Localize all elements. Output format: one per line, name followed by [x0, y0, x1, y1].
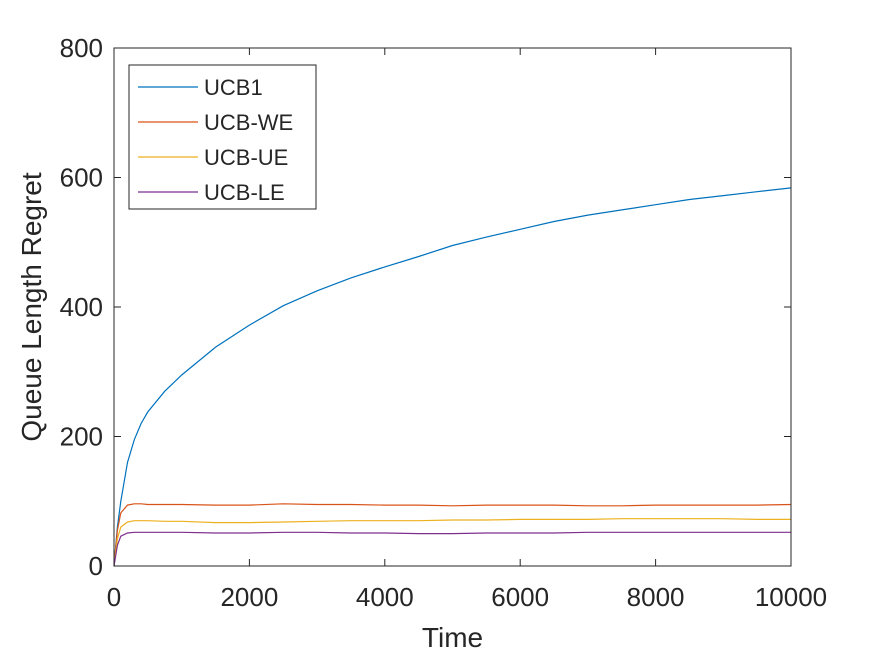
- series-layer: [113, 187, 792, 567]
- y-axis-ticks: 0 200 400 600 800: [60, 33, 791, 581]
- series-line-2: [113, 518, 791, 567]
- y-tick-label: 800: [60, 33, 103, 63]
- y-axis-label: Queue Length Regret: [16, 172, 47, 442]
- x-axis-ticks: 0 2000 4000 6000 8000 10000: [107, 48, 827, 612]
- legend-label: UCB-LE: [204, 180, 285, 205]
- legend-label: UCB-UE: [204, 145, 288, 170]
- y-tick-label: 600: [60, 163, 103, 193]
- x-tick-label: 0: [107, 582, 121, 612]
- y-tick-label: 200: [60, 422, 103, 452]
- y-tick-label: 400: [60, 292, 103, 322]
- x-tick-label: 10000: [755, 582, 827, 612]
- series-line-1: [113, 503, 792, 567]
- y-tick-label: 0: [89, 551, 103, 581]
- x-tick-label: 8000: [627, 582, 685, 612]
- x-axis-label: Time: [422, 622, 483, 653]
- series-line-3: [113, 531, 791, 567]
- legend-label: UCB-WE: [204, 110, 293, 135]
- x-tick-label: 4000: [356, 582, 414, 612]
- legend-label: UCB1: [204, 75, 263, 100]
- legend-box: [128, 64, 317, 210]
- x-tick-label: 6000: [491, 582, 549, 612]
- series-line-0: [113, 187, 792, 567]
- legend: UCB1 UCB-WE UCB-UE UCB-LE: [128, 64, 317, 210]
- x-tick-label: 2000: [220, 582, 278, 612]
